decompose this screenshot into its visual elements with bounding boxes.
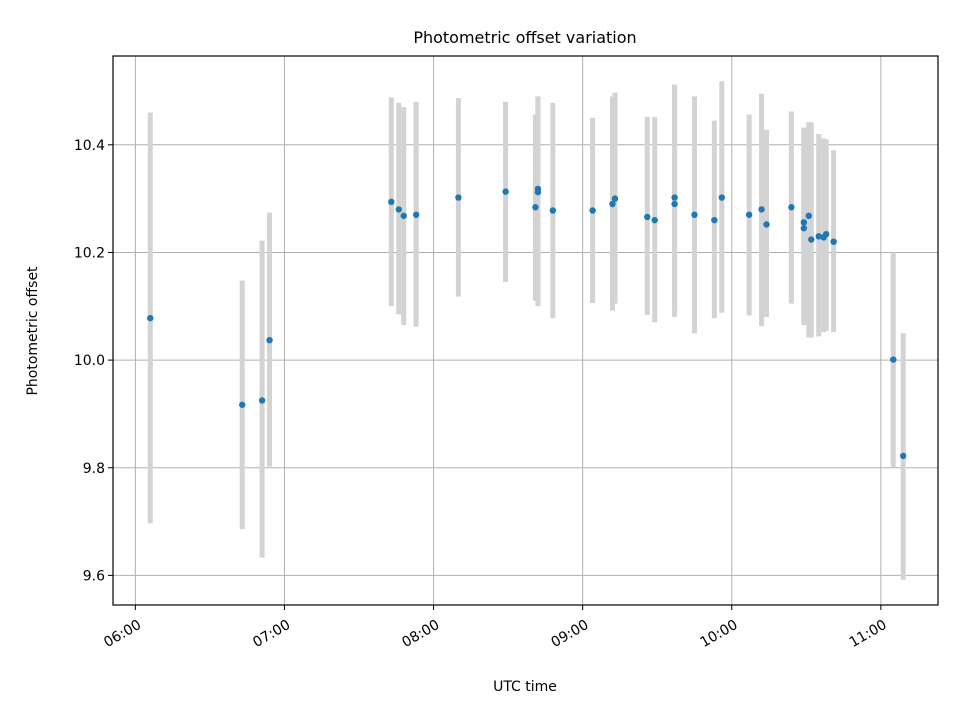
data-point [239,401,246,408]
data-point [805,212,812,220]
y-tick-label: 10.2 [74,245,105,261]
data-point [900,452,907,460]
data-point [258,397,266,404]
x-tick-label: 06:00 [101,617,144,651]
x-tick-label: 09:00 [548,617,591,651]
x-tick-label: 11:00 [847,617,890,651]
data-point [589,207,596,214]
data-point [502,188,509,195]
x-axis: 06:00 07:00 08:00 09:00 10:00 11:00 [101,605,890,651]
y-tick-label: 10.4 [74,138,105,154]
data-point [890,356,897,363]
y-tick-label: 9.6 [83,568,105,584]
data-point [763,221,770,228]
y-axis: 9.6 9.8 10.0 10.2 10.4 [74,138,113,584]
error-bars [147,81,906,580]
grid [113,56,938,605]
data-point [758,206,765,213]
y-axis-label: Photometric offset [25,266,41,396]
data-point [395,206,402,213]
x-tick-label: 10:00 [698,617,741,651]
x-tick-label: 08:00 [399,617,442,651]
data-point [412,211,420,218]
plot-frame [112,55,939,606]
data-point [745,211,753,218]
data-point [609,200,616,208]
data-point [388,198,395,206]
data-point [788,204,795,211]
y-tick-label: 9.8 [83,461,105,477]
y-tick-label: 10.0 [74,353,105,369]
x-tick-label: 07:00 [250,617,293,651]
data-point [808,236,815,243]
data-point [266,336,273,344]
data-points [147,185,907,460]
data-point [800,225,808,232]
data-point [534,185,542,193]
data-point [455,194,462,201]
data-point [532,204,539,211]
data-point [822,230,830,238]
data-point [671,200,678,208]
data-point [800,219,808,226]
data-point [400,212,407,220]
data-point [549,207,557,214]
data-point [147,314,154,322]
data-point [711,216,718,224]
data-point [611,195,619,202]
data-point [691,211,698,218]
data-point [718,194,726,201]
chart-title: Photometric offset variation [413,28,636,47]
data-point [644,213,651,221]
data-point [671,194,678,201]
x-axis-label: UTC time [493,679,557,695]
data-point [815,233,822,240]
data-point [651,216,658,224]
data-point [830,238,837,245]
